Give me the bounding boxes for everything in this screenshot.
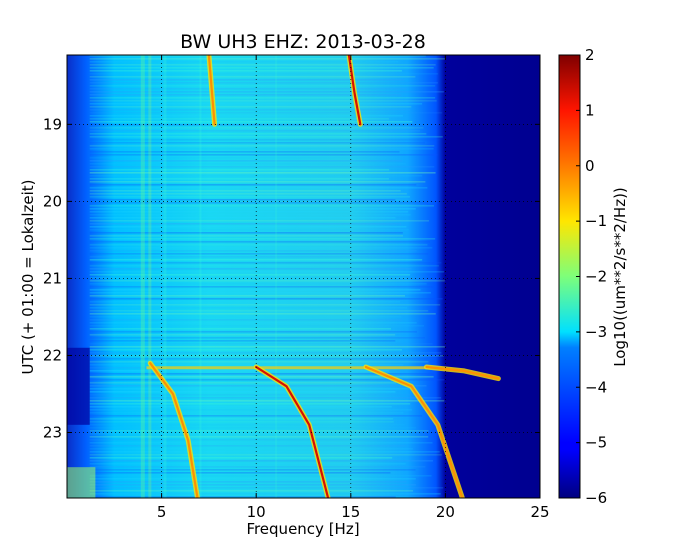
colorbar-tick-label: −1 — [585, 212, 607, 230]
x-tick-label: 25 — [530, 503, 549, 521]
colorbar-tick-label: 0 — [585, 157, 595, 175]
tonal-line-2 — [149, 362, 199, 498]
spectrogram-texture — [67, 55, 446, 498]
colorbar-label: Log10((um**2/s**2/Hz)) — [611, 187, 629, 367]
x-tick-label: 15 — [341, 503, 360, 521]
colorbar: 2 1 0 −1 −2 −3 −4 −5 −6 — [558, 46, 607, 507]
colorbar-tick-label: −4 — [585, 378, 607, 396]
y-tick-label: 20 — [43, 192, 62, 210]
chart-title: BW UH3 EHZ: 2013-03-28 — [180, 31, 426, 53]
y-tick-label: 23 — [43, 424, 62, 442]
tonal-line-4 — [364, 365, 464, 498]
x-axis-label: Frequency [Hz] — [246, 520, 359, 538]
x-tick-label: 5 — [157, 503, 167, 521]
colorbar-tick-label: 1 — [585, 101, 595, 119]
y-tick-label: 21 — [43, 269, 62, 287]
plot-frame — [66, 54, 541, 499]
colorbar-tick-label: −3 — [585, 323, 607, 341]
y-axis-label: UTC (+ 01:00 = Lokalzeit) — [19, 179, 37, 374]
colorbar-tick-label: −5 — [585, 434, 607, 452]
y-axis: 19 20 21 22 23 — [43, 115, 540, 442]
spectrogram-plot — [66, 54, 541, 499]
y-tick-label: 19 — [43, 115, 62, 133]
x-tick-label: 20 — [436, 503, 455, 521]
x-tick-label: 10 — [247, 503, 266, 521]
y-tick-label: 22 — [43, 346, 62, 364]
colorbar-tick-label: −2 — [585, 268, 607, 286]
tonal-line-5 — [425, 365, 500, 380]
colorbar-tick-label: 2 — [585, 46, 595, 64]
tonal-line-3 — [255, 365, 330, 498]
colorbar-tick-label: −6 — [585, 489, 607, 507]
tonal-line-0 — [207, 55, 216, 126]
spectrogram-background — [67, 55, 540, 498]
x-axis: 5 10 15 20 25 — [157, 55, 550, 521]
